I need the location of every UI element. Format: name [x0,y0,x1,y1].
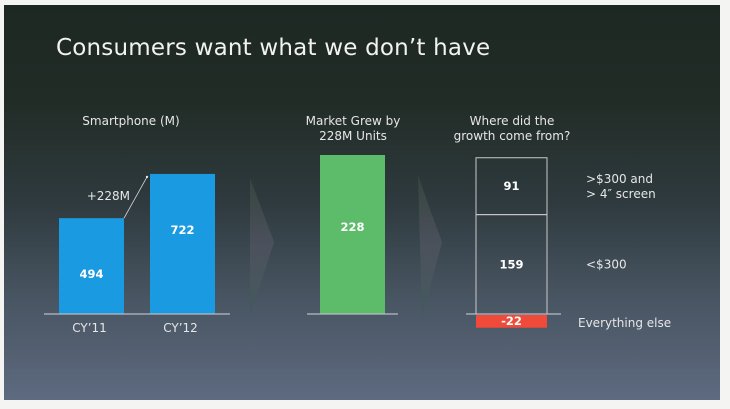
bar-2 [150,173,215,314]
transition-arrows [250,175,442,317]
bar-1 [59,218,124,314]
chart-title-market-growth: 228M Units [319,129,387,143]
slide: Consumers want what we don’t have Smartp… [4,5,720,400]
series-label: <$300 [586,257,627,271]
bar-value-label: -22 [501,314,522,328]
box-value-label: 91 [503,179,519,193]
x-tick-label: CY’12 [163,321,198,335]
connector-dot [145,175,149,179]
smartphone-chart: Smartphone (M) 494 CY’11 722 CY’12 +228M [44,114,230,335]
chart-title-smartphone: Smartphone (M) [82,114,179,128]
bar-everything-else [476,315,547,328]
series-label: Everything else [578,316,671,330]
box-over-300-large-screen [475,157,548,216]
bar-market-growth [320,155,385,314]
box-value-label: 159 [499,257,523,271]
chart-title-growth-source: growth come from? [454,129,571,143]
growth-annotation: +228M [87,189,130,203]
growth-connector-line [123,176,148,219]
series-label: >$300 and [586,172,653,186]
bar-value-label: 722 [170,223,194,237]
bar-value-label: 228 [340,220,364,234]
arrow-right-icon [250,178,274,315]
chart-title-growth-source: Where did the [470,114,555,128]
arrow-right-icon [418,175,442,317]
bar-value-label: 494 [79,267,103,281]
x-tick-label: CY’11 [72,321,107,335]
chart-title-market-growth: Market Grew by [306,114,401,128]
series-label: > 4″ screen [586,187,656,201]
slide-title: Consumers want what we don’t have [56,35,491,61]
chart-canvas: Smartphone (M) 494 CY’11 722 CY’12 +228M Mark… [44,114,671,335]
